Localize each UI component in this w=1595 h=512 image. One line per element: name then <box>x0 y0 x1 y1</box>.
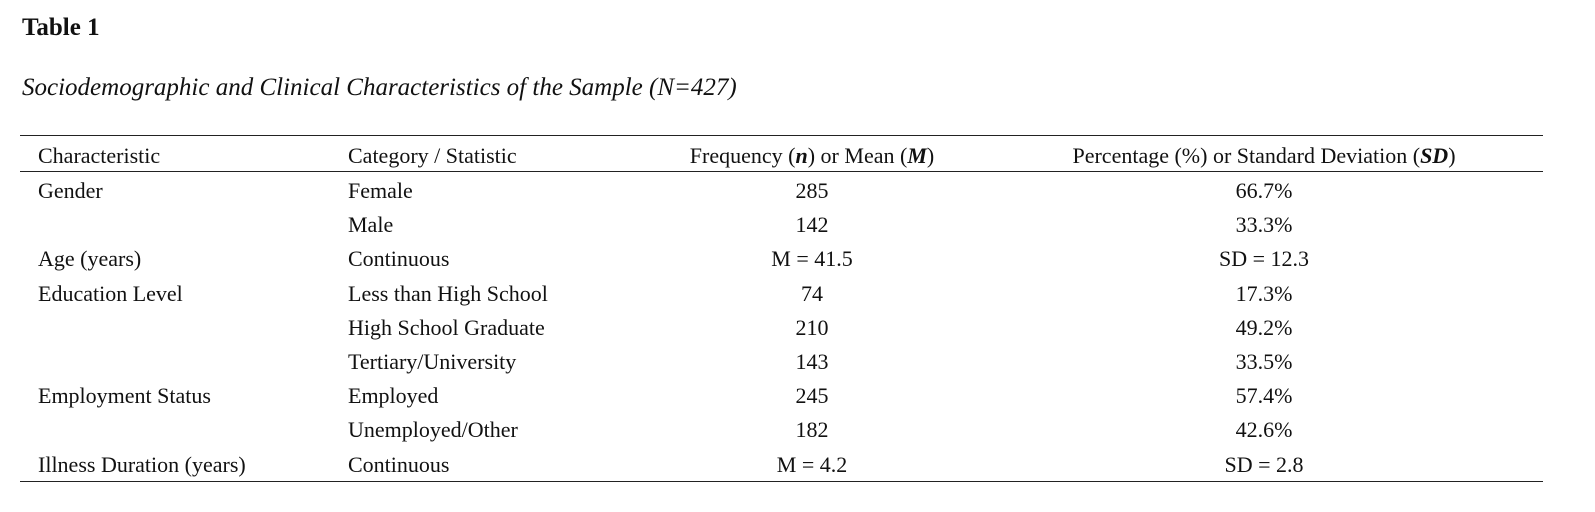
table-cell: 57.4% <box>1235 383 1293 409</box>
table-cell: SD = 2.8 <box>1224 451 1304 477</box>
table-cell: 182 <box>795 417 829 443</box>
header-cell: Frequency (n) or Mean (M) <box>690 145 934 167</box>
header-text: ) <box>926 143 935 168</box>
table-cell: 143 <box>795 349 829 374</box>
table-cell: Employment Status <box>38 383 211 409</box>
table-cell: Age (years) <box>38 246 142 272</box>
header-text: Percentage (%) or Standard Deviation ( <box>1072 143 1421 168</box>
table-cell: High School Graduate <box>348 314 545 340</box>
table-cell: Unemployed/Other <box>348 417 518 443</box>
table-cell: 49.2% <box>1235 314 1293 340</box>
header-text: SD <box>1420 143 1449 168</box>
table-cell: Education Level <box>38 280 183 306</box>
table-cell: 33.3% <box>1235 212 1293 238</box>
table-cell: Continuous <box>348 246 450 272</box>
table-cell: Male <box>348 212 394 238</box>
table-cell: M = 41.5 <box>771 246 853 272</box>
header-text: Category / Statistic <box>348 143 517 168</box>
table-cell: Tertiary/University <box>348 349 517 374</box>
header-text: ) or Mean ( <box>807 143 908 168</box>
table-cell: M = 4.2 <box>776 451 848 477</box>
bottom-rule <box>20 481 1543 482</box>
table-cell: SD = 12.3 <box>1218 246 1310 272</box>
table-cell: 245 <box>795 383 829 409</box>
table-cell: Continuous <box>348 451 450 477</box>
header-text: n <box>795 143 808 168</box>
header-rule <box>20 171 1543 172</box>
table-cell: 210 <box>795 314 829 340</box>
table-cell: Employed <box>348 383 439 409</box>
table-cell: 42.6% <box>1235 417 1293 443</box>
table-cell: Illness Duration (years) <box>38 451 246 477</box>
header-text: M <box>907 143 927 168</box>
table-cell: 74 <box>801 280 823 306</box>
header-cell: Percentage (%) or Standard Deviation (SD… <box>1072 145 1455 167</box>
header-cell: Category / Statistic <box>348 145 517 167</box>
table-cell: Less than High School <box>348 280 548 306</box>
header-text: Frequency ( <box>689 143 796 168</box>
table-cell: Female <box>348 178 413 203</box>
table-title: Table 1 <box>22 14 100 41</box>
top-rule <box>20 135 1543 136</box>
table-cell: 33.5% <box>1235 349 1293 374</box>
table-cell: 285 <box>795 178 829 203</box>
table-cell: 66.7% <box>1235 178 1293 203</box>
table-cell: 17.3% <box>1235 280 1293 306</box>
header-cell: Characteristic <box>38 145 160 167</box>
header-text: ) <box>1448 143 1456 168</box>
table-subtitle: Sociodemographic and Clinical Characteri… <box>22 74 737 101</box>
header-text: Characteristic <box>38 143 161 168</box>
table-cell: 142 <box>795 212 829 238</box>
table-cell: Gender <box>38 178 103 203</box>
